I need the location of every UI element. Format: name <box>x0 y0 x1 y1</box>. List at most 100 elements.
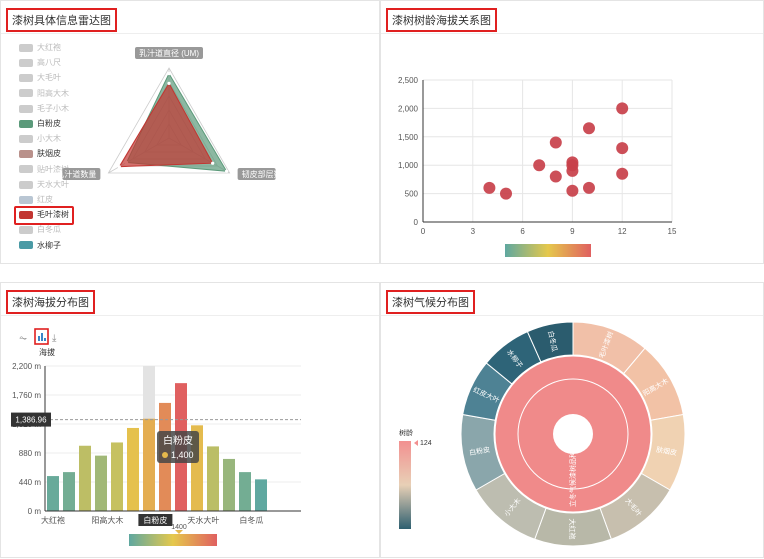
visualmap-handle[interactable] <box>414 440 418 446</box>
scatter-point[interactable] <box>549 136 562 149</box>
bar[interactable] <box>127 427 139 511</box>
scatter-point[interactable] <box>566 184 579 197</box>
y-tick-label: 2,000 <box>398 104 419 113</box>
legend-highlight <box>14 206 74 226</box>
legend-swatch <box>19 104 33 113</box>
divider <box>381 33 763 34</box>
scatter-point[interactable] <box>566 164 579 177</box>
toolbox-label: 海拔 <box>39 347 55 357</box>
bar[interactable] <box>111 442 123 511</box>
sunburst-panel: 漆树气候分布图 立冬气候漆树品种 毛叶漆树 阳高大木 肤烟皮 大毛叶 大红袍 小大木 白粉皮红… <box>380 282 764 558</box>
legend-swatch <box>19 150 33 159</box>
legend-item[interactable]: 红皮 <box>19 194 53 205</box>
radar-point[interactable] <box>117 165 121 169</box>
y-tick-label: 2,500 <box>398 76 419 85</box>
legend-swatch <box>19 241 33 250</box>
scatter-point[interactable] <box>616 102 629 115</box>
x-tick-label: 15 <box>668 227 677 236</box>
bar[interactable] <box>79 445 91 511</box>
bar[interactable] <box>63 472 75 511</box>
visualmap-bar[interactable] <box>505 244 591 257</box>
bar-view-icon[interactable] <box>34 328 49 345</box>
divider <box>381 315 763 316</box>
legend-item[interactable]: 小大木 <box>19 133 61 144</box>
scatter-point[interactable] <box>583 122 595 135</box>
legend-item[interactable]: 白冬瓜 <box>19 224 61 235</box>
radar-series-area[interactable] <box>118 82 214 168</box>
line-view-icon[interactable]: ⏦ <box>19 333 27 344</box>
legend-swatch <box>19 195 33 204</box>
legend-item[interactable]: 毛叶漆树 <box>19 209 69 220</box>
x-tick-label: 天水大叶 <box>187 515 219 525</box>
x-tick-label: 白粉皮 <box>143 515 167 525</box>
legend-item[interactable]: 天水大叶 <box>19 179 69 190</box>
legend-label: 肤烟皮 <box>37 149 61 159</box>
sunburst-title: 漆树气候分布图 <box>386 290 475 314</box>
legend-label: 高八尺 <box>37 58 61 68</box>
x-tick-label: 阳高大木 <box>91 515 123 525</box>
scatter-point[interactable] <box>616 142 629 155</box>
legend-item[interactable]: 水柳子 <box>19 240 61 251</box>
legend-item[interactable]: 肤烟皮 <box>19 148 61 159</box>
bar[interactable] <box>223 458 235 511</box>
sunburst-hole <box>553 414 593 454</box>
legend-label: 毛叶漆树 <box>37 210 69 220</box>
bar[interactable] <box>47 476 59 511</box>
y-tick-label: 1,760 m <box>12 391 41 400</box>
legend-item[interactable]: 白粉皮 <box>19 118 61 129</box>
bar[interactable] <box>239 472 251 511</box>
x-label-highlight <box>138 514 173 526</box>
legend-item[interactable]: 毛子小木 <box>19 103 69 114</box>
radar-title: 漆树具体信息雷达图 <box>6 8 117 32</box>
visualmap-bar[interactable] <box>129 534 217 546</box>
y-tick-label: 500 <box>405 190 419 199</box>
x-tick-label: 3 <box>471 227 476 236</box>
bar-title: 漆树海拔分布图 <box>6 290 95 314</box>
bar[interactable] <box>143 418 155 511</box>
legend-item[interactable]: 大红袍 <box>19 42 61 53</box>
sunburst-segment-label: 大红袍 <box>568 519 577 540</box>
y-tick-label: 2,200 m <box>12 362 41 371</box>
divider <box>1 315 379 316</box>
legend-label: 白粉皮 <box>37 119 61 128</box>
x-tick-label: 9 <box>570 227 575 236</box>
y-tick-label: 440 m <box>19 478 42 487</box>
radar-point[interactable] <box>224 169 229 173</box>
x-tick-label: 白冬瓜 <box>239 515 263 525</box>
bar-view-glyph <box>41 333 43 341</box>
sunburst-segment[interactable] <box>526 321 574 363</box>
legend-label: 小大木 <box>37 134 61 144</box>
visualmap-bar[interactable] <box>399 441 411 529</box>
legend-label: 天水大叶 <box>37 179 69 189</box>
legend-item[interactable]: 大毛叶 <box>19 72 61 83</box>
radar-indicator-label: 乳汁道直径 (UM) <box>139 48 199 58</box>
legend-label: 阳高大木 <box>37 88 69 98</box>
scatter-point[interactable] <box>616 167 629 180</box>
bar[interactable] <box>207 446 219 511</box>
legend-label: 大红袍 <box>37 43 61 52</box>
radar-point[interactable] <box>167 72 171 76</box>
legend-item[interactable]: 阳高大木 <box>19 88 69 99</box>
scatter-point[interactable] <box>483 181 496 194</box>
legend-item[interactable]: 高八尺 <box>19 57 61 68</box>
legend-label: 水柳子 <box>37 240 61 250</box>
legend-item[interactable]: 贴叶漆树 <box>19 164 69 175</box>
scatter-point[interactable] <box>500 187 512 200</box>
divider <box>1 33 379 34</box>
download-icon[interactable]: ⤓ <box>52 333 57 344</box>
legend-swatch <box>19 89 33 98</box>
bar[interactable] <box>95 455 107 511</box>
visualmap-handle[interactable] <box>175 530 183 534</box>
bar[interactable] <box>255 479 267 511</box>
scatter-point[interactable] <box>533 159 546 172</box>
x-tick-label: 大红袍 <box>41 515 65 525</box>
legend-label: 毛子小木 <box>37 103 69 113</box>
radar-point[interactable] <box>211 161 215 165</box>
y-tick-label: 1,500 <box>398 133 419 142</box>
legend-swatch <box>19 180 33 189</box>
radar-indicator-bg <box>237 168 276 180</box>
scatter-point[interactable] <box>583 181 595 194</box>
scatter-point[interactable] <box>549 170 562 183</box>
radar-point[interactable] <box>167 81 171 85</box>
